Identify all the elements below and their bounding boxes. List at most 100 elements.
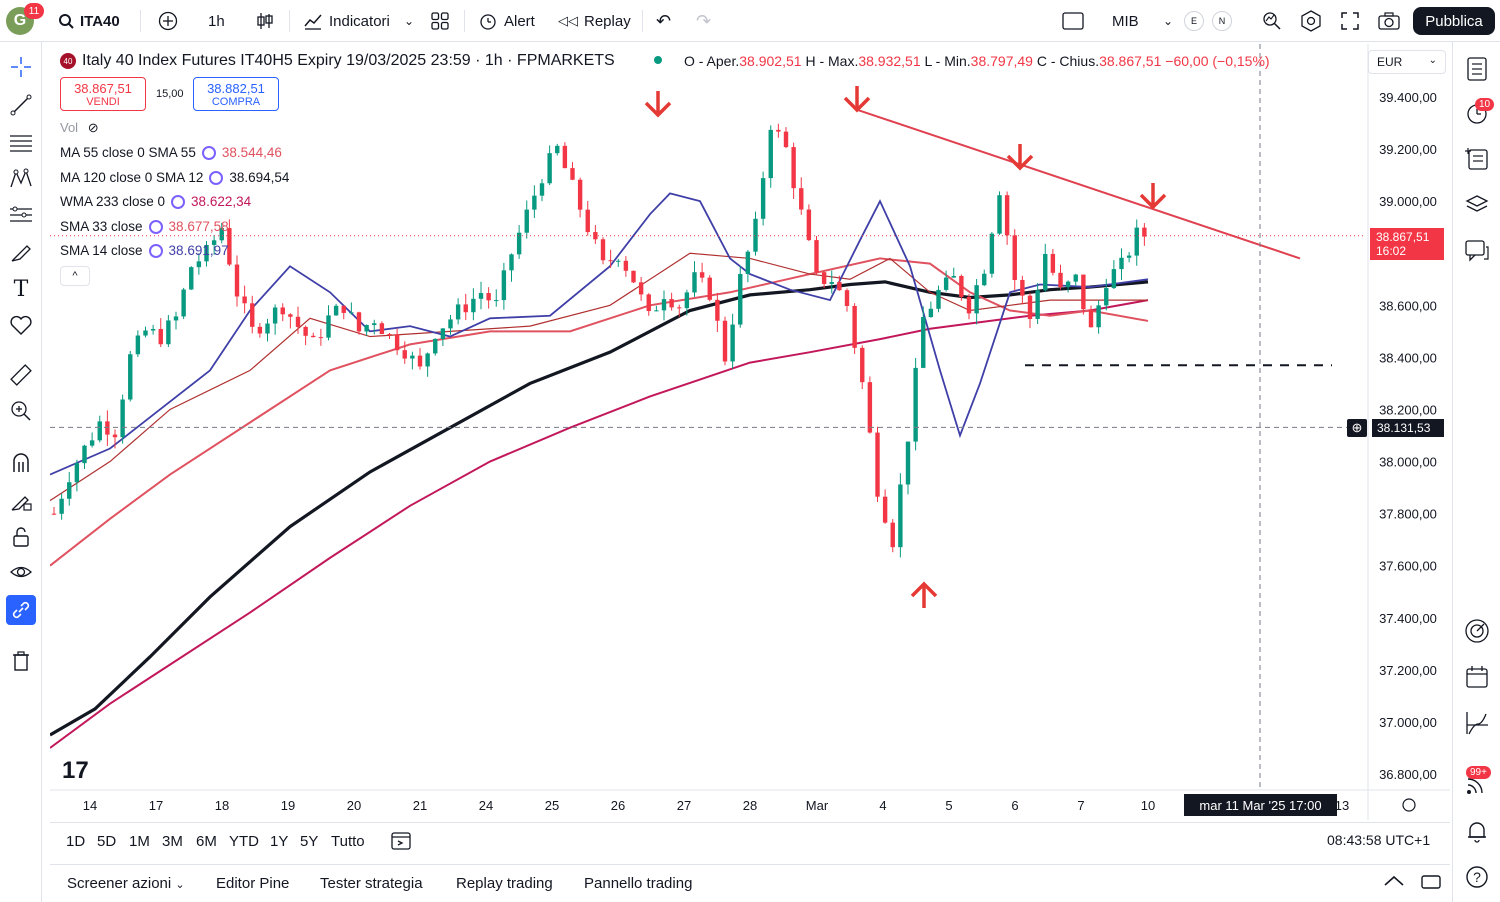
sync-tool[interactable] (6, 595, 36, 625)
range-5d[interactable]: 5D (97, 833, 117, 850)
notifications-button[interactable] (1462, 816, 1492, 846)
data-window-button[interactable] (1462, 144, 1492, 174)
chevron-up-icon: ^ (72, 270, 78, 282)
calendar-button[interactable] (1462, 662, 1492, 692)
candle-body (1012, 235, 1017, 280)
forecast-tool[interactable] (6, 200, 36, 230)
volume-legend[interactable]: Vol ⊘ (60, 120, 99, 136)
quick-search-button[interactable] (1262, 0, 1282, 42)
trendline-tool[interactable] (6, 90, 36, 120)
lock-tool[interactable] (6, 522, 36, 552)
indicator-legend-row[interactable]: MA 55 close 0 SMA 55 38.544,46 (60, 145, 282, 160)
layout-name-button[interactable]: MIB (1112, 0, 1139, 42)
indicator-legend-row[interactable]: MA 120 close 0 SMA 12 38.694,54 (60, 170, 289, 185)
price-chart[interactable]: 39.400,0039.200,0039.000,0038.800,0038.6… (50, 44, 1450, 820)
tab-trading-panel[interactable]: Pannello trading (584, 875, 693, 892)
tab-pine-editor[interactable]: Editor Pine (216, 875, 290, 892)
interval-button[interactable]: 1h (208, 0, 225, 42)
candle-body (1035, 290, 1040, 319)
range-1y[interactable]: 1Y (270, 833, 289, 850)
stay-drawing-tool[interactable] (6, 486, 36, 516)
fullscreen-button[interactable] (1340, 0, 1360, 42)
candle-body (1119, 257, 1124, 270)
brush-tool[interactable] (6, 238, 36, 268)
buy-button[interactable]: 38.882,51 COMPRA (193, 77, 279, 111)
range-all[interactable]: Tutto (331, 833, 365, 850)
candle-body (1126, 255, 1132, 258)
badge-n-button[interactable]: N (1212, 11, 1232, 31)
magnet-tool[interactable] (6, 448, 36, 478)
currency-select[interactable]: EUR ⌄ (1368, 50, 1446, 74)
fullscreen-layout-button[interactable] (1062, 0, 1084, 42)
expand-panel-button[interactable] (1383, 873, 1405, 893)
dom-button[interactable] (1462, 616, 1492, 646)
help-button[interactable]: ? (1462, 862, 1492, 892)
candle-body (501, 270, 507, 301)
streams-button[interactable] (1462, 770, 1492, 800)
zoom-tool[interactable] (6, 396, 36, 426)
layout-grid-button[interactable] (431, 0, 449, 42)
indicators-button[interactable]: Indicatori (303, 0, 390, 42)
redo-button[interactable]: ↷ (696, 0, 711, 42)
watchlist-button[interactable] (1462, 54, 1492, 84)
range-1m[interactable]: 1M (129, 833, 150, 850)
candle-body (59, 498, 64, 514)
chat-button[interactable] (1462, 236, 1492, 266)
collapse-legend-button[interactable]: ^ (60, 266, 90, 286)
indicator-label: SMA 33 close (60, 219, 143, 234)
candle-body (105, 421, 110, 435)
tab-stock-screener[interactable]: Screener azioni ⌄ (67, 875, 185, 892)
range-1d[interactable]: 1D (66, 833, 86, 850)
chevron-down-icon: ⌄ (1163, 14, 1174, 28)
indicator-legend-row[interactable]: SMA 33 close 38.677,58 (60, 219, 229, 234)
layers-button[interactable] (1462, 190, 1492, 220)
candle-body (112, 434, 118, 438)
layout-dropdown[interactable]: ⌄ (1163, 0, 1173, 42)
candle-body (1081, 274, 1086, 310)
undo-button[interactable]: ↶ (656, 0, 671, 42)
sell-button[interactable]: 38.867,51 VENDI (60, 77, 146, 111)
settings-button[interactable] (1300, 0, 1322, 42)
candle-body (898, 484, 903, 548)
range-3m[interactable]: 3M (162, 833, 183, 850)
candle-body (387, 334, 392, 336)
clock[interactable]: 08:43:58 UTC+1 (1327, 832, 1431, 848)
maximize-panel-button[interactable] (1420, 873, 1442, 895)
tab-strategy-tester[interactable]: Tester strategia (320, 875, 423, 892)
fib-tool[interactable] (6, 128, 36, 158)
chart-type-button[interactable] (256, 0, 274, 42)
candle-body (318, 337, 324, 339)
interval-label: 1h (208, 12, 225, 30)
candle-body (730, 324, 735, 362)
goto-date-button[interactable] (390, 829, 412, 855)
crosshair-tool[interactable] (6, 52, 36, 82)
badge-e-button[interactable]: E (1184, 11, 1204, 31)
snapshot-button[interactable] (1378, 0, 1400, 42)
add-alert-plus-button[interactable]: ⊕ (1347, 419, 1367, 437)
measure-tool[interactable] (6, 360, 36, 390)
candle-body (1142, 227, 1147, 237)
compare-button[interactable] (158, 0, 178, 42)
eye-off-icon[interactable]: ⊘ (87, 120, 99, 135)
publish-button[interactable]: Pubblica (1413, 7, 1495, 35)
chart-pane[interactable]: 39.400,0039.200,0039.000,0038.800,0038.6… (50, 44, 1450, 820)
tab-replay-trading[interactable]: Replay trading (456, 875, 553, 892)
replay-button[interactable]: ◁◁ Replay (558, 0, 631, 42)
pattern-tool[interactable] (6, 164, 36, 194)
hide-tool[interactable] (6, 558, 36, 588)
delete-tool[interactable] (6, 646, 36, 676)
indicators-dropdown[interactable]: ⌄ (404, 0, 414, 42)
icon-tool[interactable] (6, 310, 36, 340)
ideas-button[interactable] (1462, 708, 1492, 738)
symbol-label: ITA40 (80, 12, 120, 30)
candle-body (669, 299, 674, 308)
range-5y[interactable]: 5Y (300, 833, 319, 850)
indicator-legend-row[interactable]: SMA 14 close 38.691,97 (60, 243, 229, 258)
text-tool[interactable]: T (6, 274, 36, 304)
alert-button[interactable]: Alert (478, 0, 535, 42)
symbol-search[interactable]: ITA40 (58, 0, 120, 42)
symbol-legend[interactable]: 40 Italy 40 Index Futures IT40H5 Expiry … (60, 52, 615, 70)
range-ytd[interactable]: YTD (229, 833, 259, 850)
indicator-legend-row[interactable]: WMA 233 close 0 38.622,34 (60, 194, 251, 209)
range-6m[interactable]: 6M (196, 833, 217, 850)
